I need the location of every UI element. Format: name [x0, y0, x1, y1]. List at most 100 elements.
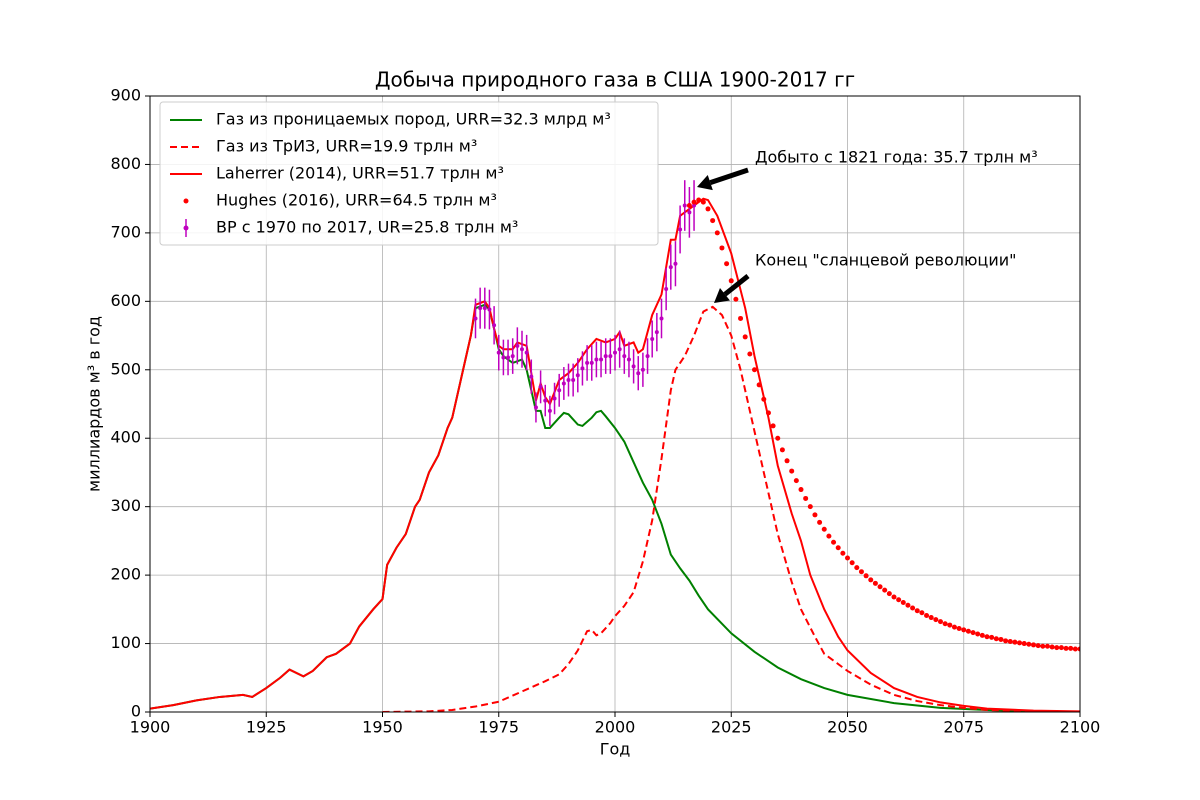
point — [770, 423, 776, 429]
point — [575, 373, 580, 378]
point — [868, 577, 874, 583]
point — [1003, 638, 1009, 644]
point — [700, 199, 706, 205]
point — [756, 382, 762, 388]
point — [552, 396, 557, 401]
point — [691, 199, 697, 205]
arrow-shaft — [709, 167, 749, 185]
point — [510, 354, 515, 359]
point — [831, 539, 837, 545]
point — [1012, 639, 1018, 645]
point — [752, 367, 757, 373]
y-tick-label: 200 — [110, 565, 141, 584]
point — [1077, 646, 1080, 652]
line — [382, 305, 1080, 712]
point — [845, 555, 850, 561]
point — [835, 545, 841, 551]
point — [557, 388, 562, 393]
legend-swatch — [183, 198, 189, 204]
point — [742, 334, 748, 340]
point — [566, 378, 571, 383]
legend-label: Laherrer (2014), URR=51.7 трлн м³ — [216, 164, 504, 183]
point — [696, 197, 702, 203]
point — [965, 628, 971, 634]
point — [650, 336, 655, 341]
point — [687, 210, 692, 215]
point — [840, 550, 846, 556]
point — [817, 519, 823, 525]
point — [631, 364, 636, 369]
point — [710, 218, 716, 224]
point — [747, 351, 753, 357]
point — [947, 622, 953, 628]
point — [905, 602, 911, 608]
point — [728, 278, 734, 284]
point — [854, 565, 860, 571]
point — [970, 630, 976, 636]
point — [993, 636, 999, 642]
x-tick-label: 1900 — [130, 718, 171, 737]
point — [738, 315, 744, 321]
point — [998, 636, 1004, 642]
legend-box — [159, 101, 659, 246]
x-tick-label: 1925 — [246, 718, 287, 737]
point — [599, 357, 604, 362]
point — [779, 447, 785, 453]
point — [547, 408, 552, 413]
point — [1072, 646, 1078, 652]
point — [789, 468, 795, 474]
point — [882, 587, 888, 593]
plot-frame — [149, 95, 1081, 713]
point — [896, 597, 902, 603]
point — [603, 354, 608, 359]
point — [1035, 643, 1041, 649]
point — [761, 396, 767, 402]
point — [613, 350, 617, 355]
point — [678, 227, 683, 232]
y-tick-label: 900 — [110, 86, 141, 105]
point — [910, 605, 916, 611]
chart-title: Добыча природного газа в США 1900-2017 г… — [375, 68, 855, 92]
point — [979, 632, 985, 638]
point — [645, 354, 650, 359]
point — [714, 230, 720, 236]
point — [1054, 645, 1060, 651]
point — [561, 381, 566, 386]
point — [765, 410, 771, 416]
point — [520, 347, 524, 352]
point — [1040, 643, 1046, 649]
point — [571, 378, 576, 383]
point — [1021, 641, 1027, 647]
point — [803, 495, 809, 501]
x-tick-label: 2025 — [711, 718, 752, 737]
point — [877, 584, 883, 590]
y-tick-label: 0 — [131, 702, 141, 721]
point — [798, 487, 804, 493]
point — [775, 435, 781, 441]
point — [506, 355, 511, 360]
point — [1026, 641, 1032, 647]
point — [682, 203, 687, 208]
point — [956, 625, 962, 631]
point — [1007, 639, 1013, 645]
point — [1058, 645, 1064, 651]
point — [492, 323, 497, 328]
point — [942, 621, 948, 627]
point — [692, 203, 697, 208]
x-axis-label: Год — [600, 740, 631, 759]
point — [1068, 645, 1074, 651]
point — [951, 624, 957, 630]
point — [914, 608, 920, 614]
point — [1031, 642, 1036, 648]
point — [961, 627, 967, 633]
point — [640, 367, 645, 372]
y-tick-label: 300 — [110, 496, 141, 515]
point — [784, 458, 790, 464]
x-tick-label: 2100 — [1060, 718, 1101, 737]
point — [891, 594, 897, 600]
point — [1017, 640, 1023, 646]
point — [872, 580, 878, 586]
point — [664, 287, 669, 292]
x-tick-label: 2050 — [827, 718, 868, 737]
